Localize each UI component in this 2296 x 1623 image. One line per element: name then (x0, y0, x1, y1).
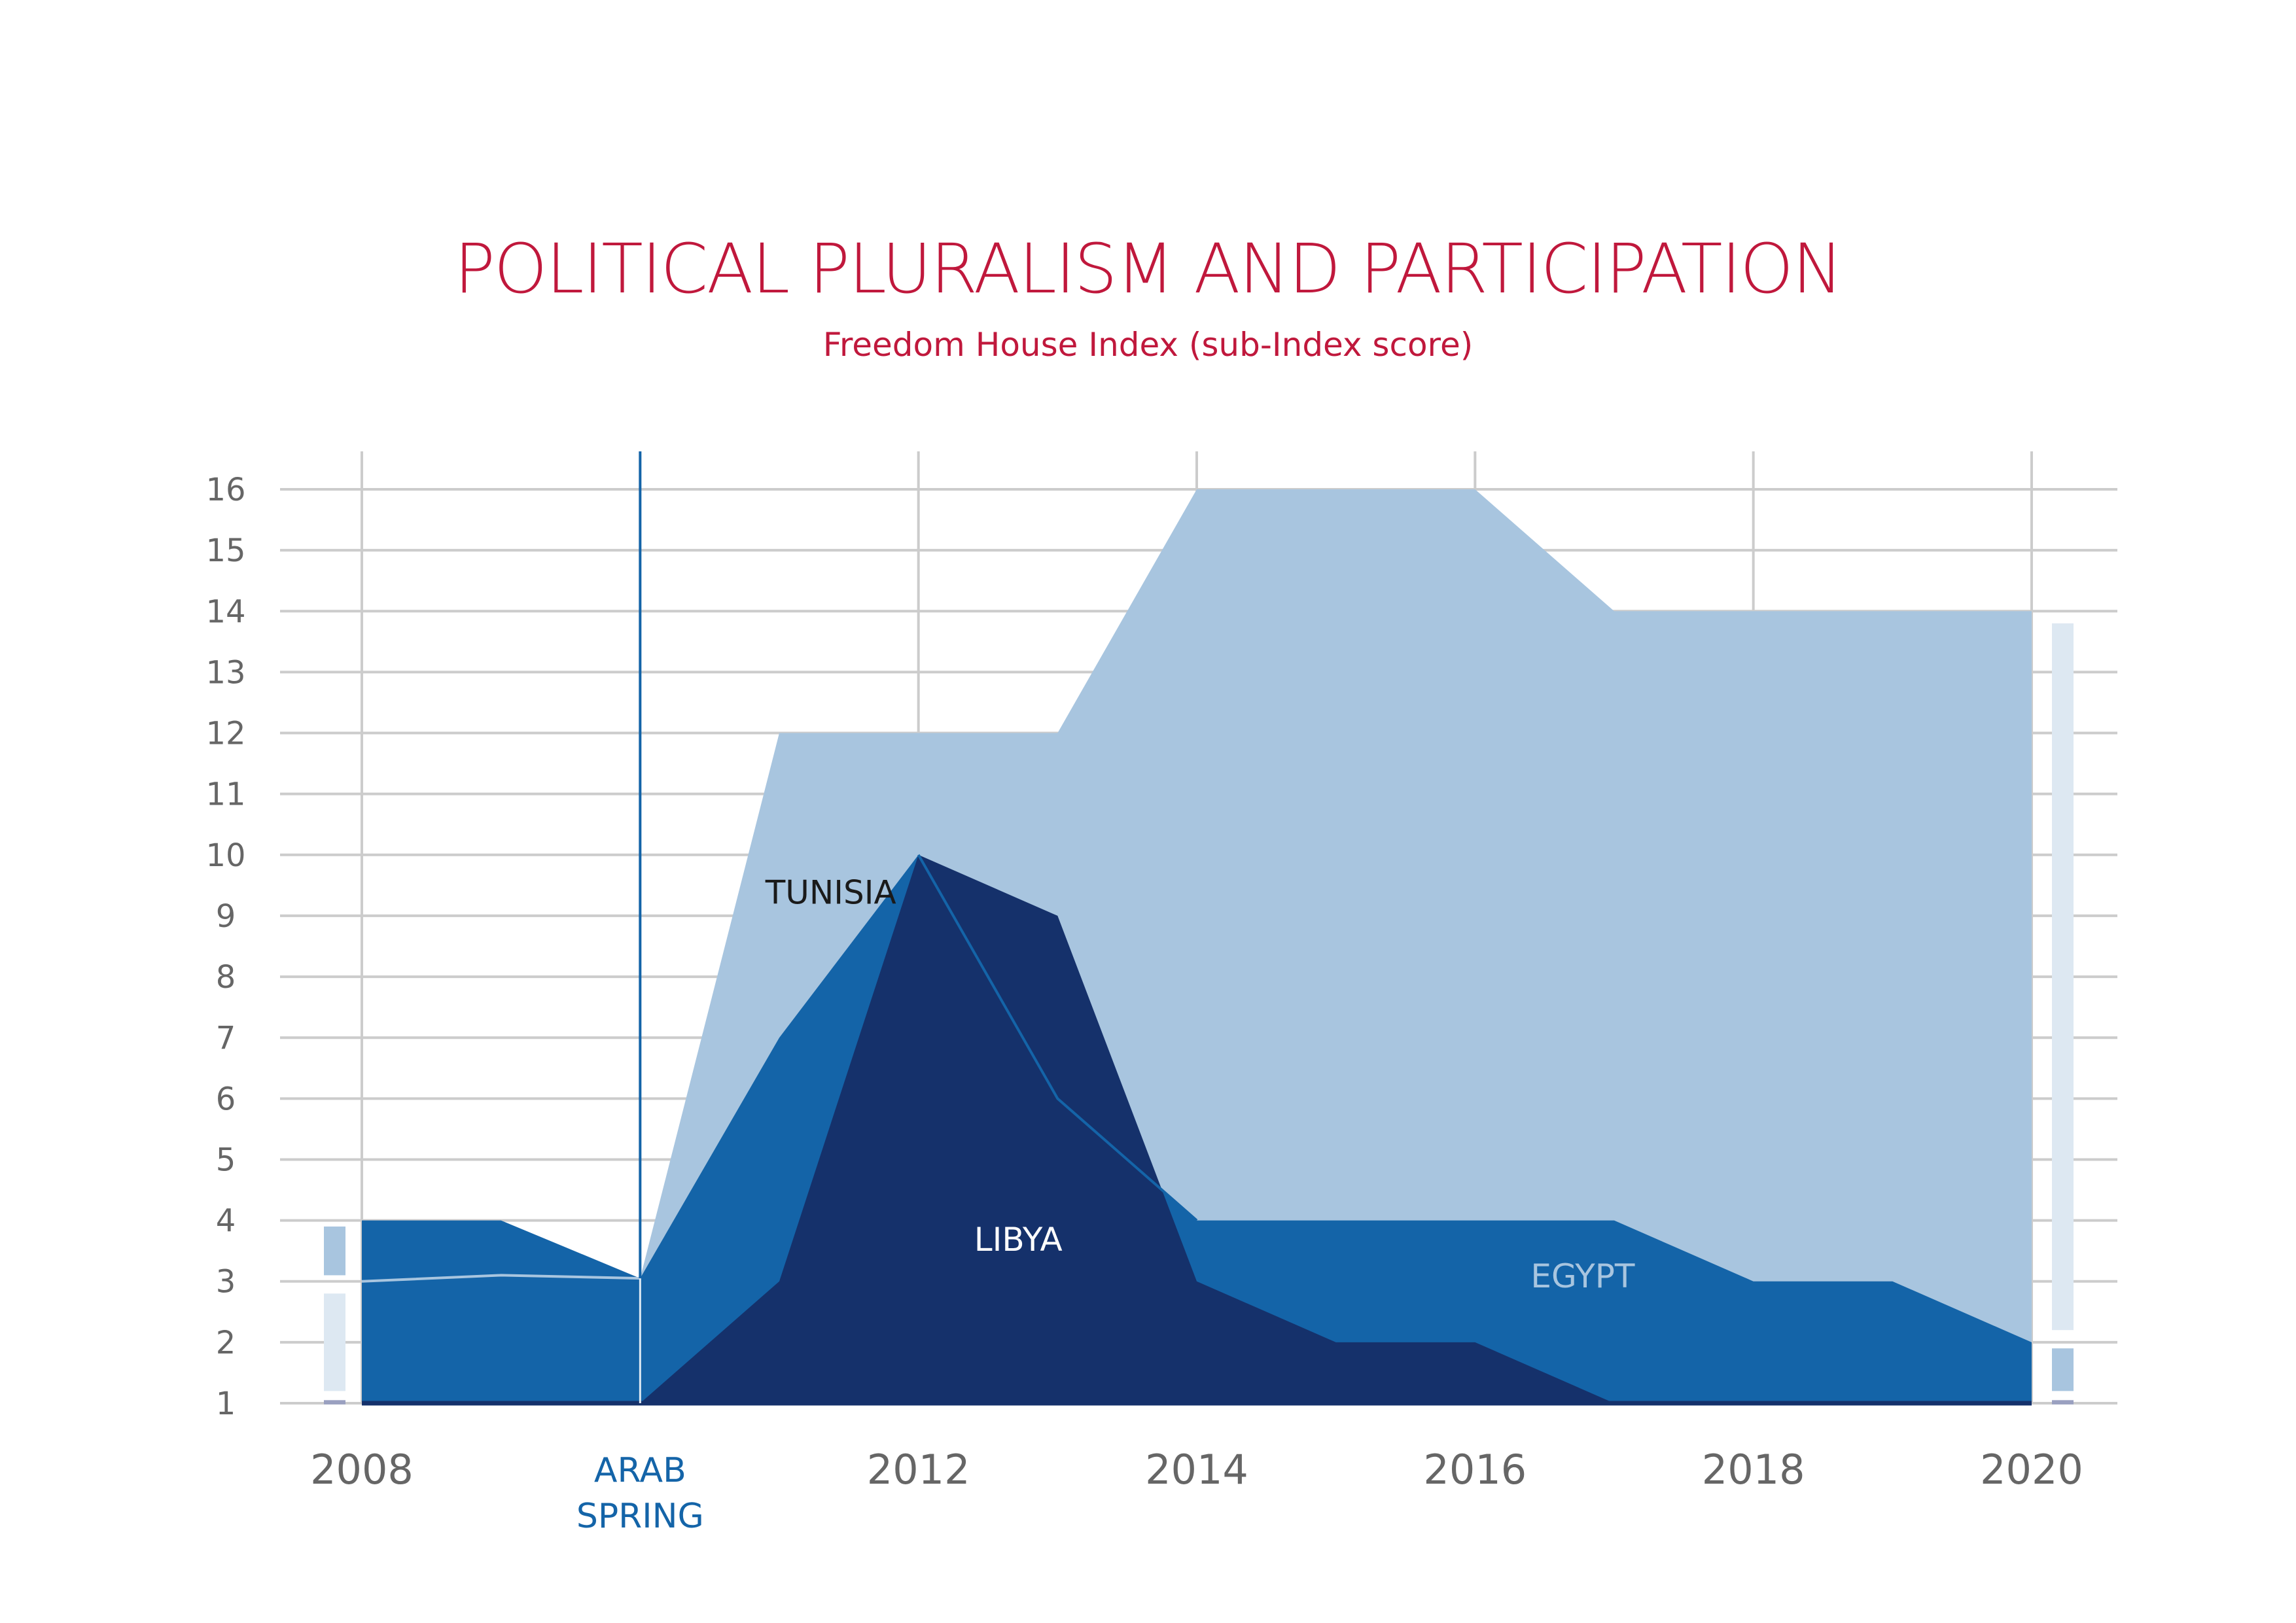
range-swatch (2052, 1348, 2074, 1391)
x-tick-label: 2020 (1980, 1446, 2083, 1493)
series-label-libya: LIBYA (974, 1221, 1063, 1259)
y-tick-label: 7 (216, 1020, 236, 1056)
annotations: ARAB SPRING (576, 451, 704, 1536)
y-tick-label: 16 (205, 472, 245, 508)
chart-subtitle: Freedom House Index (sub-Index score) (822, 326, 1474, 364)
y-tick-label: 5 (216, 1142, 236, 1178)
y-tick-label: 4 (216, 1203, 236, 1240)
range-swatch (2052, 1400, 2074, 1405)
y-tick-label: 14 (205, 593, 245, 630)
y-tick-label: 3 (216, 1264, 236, 1300)
area-libya (362, 854, 2032, 1403)
range-swatch (324, 1226, 345, 1276)
area-egypt (362, 854, 2032, 1403)
y-tick-label: 9 (216, 898, 236, 935)
tunisia-trace (361, 1274, 641, 1283)
y-tick-label: 8 (216, 959, 236, 996)
series-label-tunisia: TUNISIA (765, 873, 896, 911)
arab-spring-label: SPRING (576, 1497, 704, 1536)
chart-title: POLITICAL PLURALISM AND PARTICIPATION (454, 229, 1843, 309)
series-areas (361, 489, 2032, 1406)
arab-spring-label: ARAB (594, 1451, 686, 1490)
y-tick-label: 2 (216, 1325, 236, 1361)
series-labels: TUNISIA EGYPT LIBYA (765, 873, 1635, 1295)
series-label-egypt: EGYPT (1530, 1257, 1635, 1295)
x-tick-label: 2012 (867, 1446, 970, 1493)
range-swatch (324, 1400, 345, 1405)
y-tick-label: 6 (216, 1081, 236, 1117)
egypt-trace (917, 854, 1198, 1222)
y-tick-label: 1 (216, 1386, 236, 1422)
range-swatch (324, 1293, 345, 1391)
y-tick-label: 12 (205, 716, 245, 752)
y-tick-label: 10 (205, 837, 245, 874)
x-tick-label: 2014 (1145, 1446, 1248, 1493)
range-swatch (2052, 623, 2074, 1331)
y-tick-label: 11 (205, 777, 245, 813)
range-swatches (324, 623, 2074, 1405)
x-tick-label: 2018 (1702, 1446, 1805, 1493)
x-axis: 2008 2012 2014 2016 2018 2020 (310, 1446, 2083, 1493)
y-tick-label: 15 (205, 532, 245, 569)
x-tick-label: 2008 (310, 1446, 414, 1493)
y-tick-label: 13 (205, 654, 245, 691)
x-tick-label: 2016 (1423, 1446, 1527, 1493)
